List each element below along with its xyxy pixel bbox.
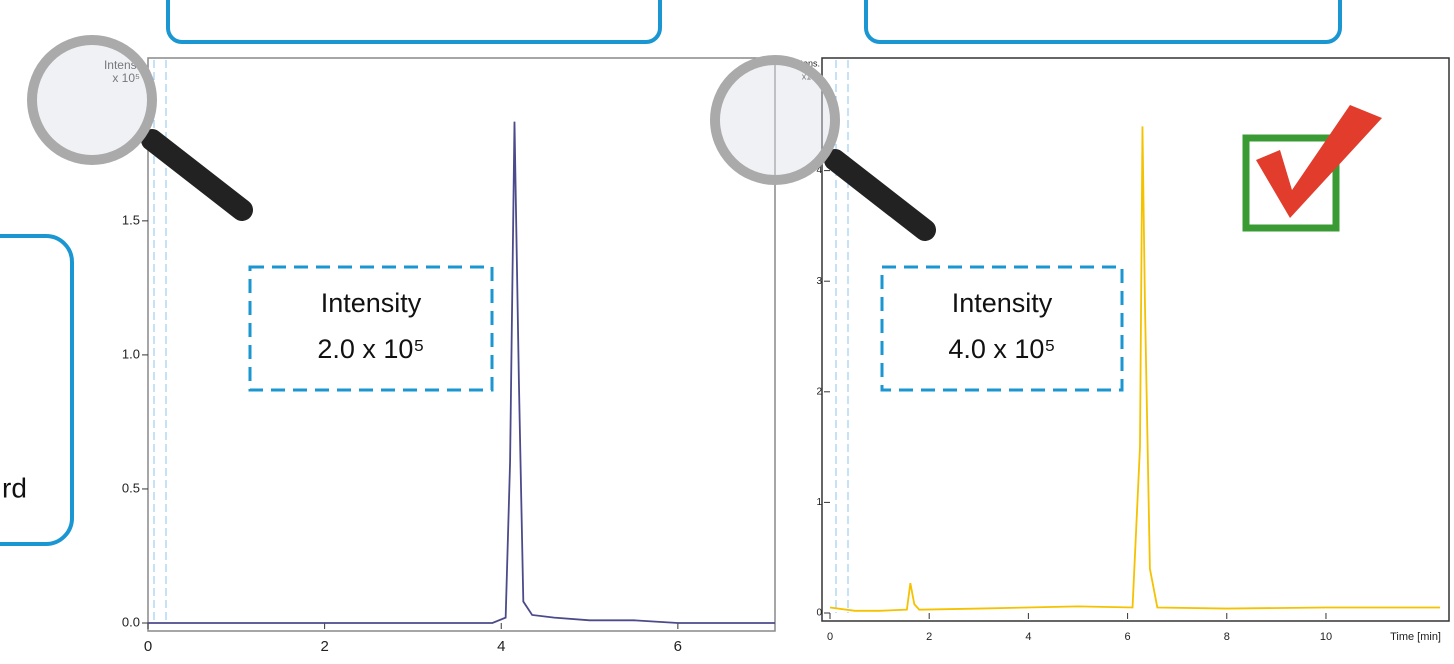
y-tick-label: 0.0: [122, 614, 140, 629]
y-tick-label: 0.5: [122, 480, 140, 495]
x-axis-label: Time [min]: [1390, 631, 1441, 643]
y-tick-label: 1.0: [122, 346, 140, 361]
x-tick-label: 10: [1320, 631, 1332, 643]
annotation: Intensity: [952, 288, 1053, 318]
annotation: 4.0 x 10⁵: [948, 334, 1055, 364]
top-box: [168, 0, 660, 42]
x-tick-label: 4: [1025, 631, 1031, 643]
x-tick-label: 2: [926, 631, 932, 643]
magnifier: [715, 60, 925, 230]
annotation-box: [882, 267, 1122, 390]
y-tick-label: 0: [816, 608, 822, 619]
annotation: Intensity: [321, 288, 422, 318]
annotation-box: [250, 267, 492, 390]
x-tick-label: 0: [827, 631, 833, 643]
check-mark: [1246, 105, 1382, 228]
slide: rd 0.00.51.01.50246Intens.x 10⁵Intensity…: [0, 0, 1454, 659]
x-tick-label: 0: [144, 638, 152, 655]
y-tick-label: 3: [816, 276, 822, 287]
x-tick-label: 2: [320, 638, 328, 655]
x-tick-label: 6: [674, 638, 682, 655]
magnifier: [32, 40, 242, 210]
side-text: rd: [2, 472, 27, 503]
top-box: [866, 0, 1340, 42]
y-tick-label: 2: [816, 386, 822, 397]
x-tick-label: 8: [1224, 631, 1230, 643]
x-tick-label: 6: [1125, 631, 1131, 643]
x-tick-label: 4: [497, 638, 505, 655]
annotation: 2.0 x 10⁵: [317, 334, 424, 364]
y-tick-label: 1.5: [122, 212, 140, 227]
y-tick-label: 1: [816, 497, 822, 508]
